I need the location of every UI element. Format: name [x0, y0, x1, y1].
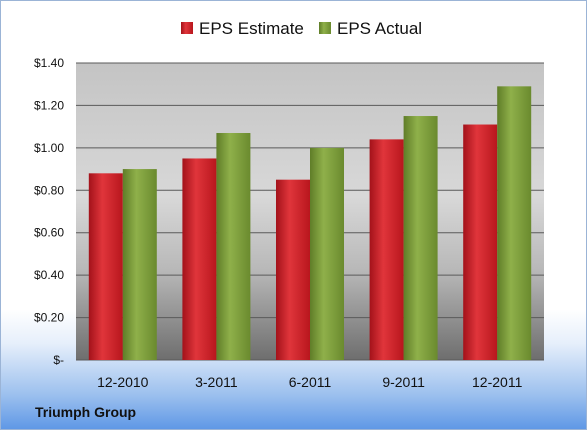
- bar-eps-actual: [122, 169, 157, 360]
- bar-eps-estimate: [369, 139, 404, 360]
- y-axis-ticks: $- $0.20 $0.40 $0.60 $0.80 $1.00 $1.20 $1.40: [34, 56, 64, 367]
- bar-eps-estimate: [463, 124, 498, 361]
- y-tick-label: $0.80: [34, 183, 64, 197]
- x-category-label: 12-2011: [472, 374, 523, 390]
- legend-swatch-actual: [319, 22, 331, 34]
- y-tick-label: $-: [53, 353, 64, 367]
- bar-eps-estimate: [182, 158, 217, 360]
- bar-eps-actual: [497, 86, 532, 360]
- legend-swatch-estimate: [181, 22, 193, 34]
- bar-eps-actual: [310, 147, 344, 360]
- bars: [88, 86, 532, 361]
- y-tick-label: $0.60: [34, 226, 64, 240]
- bar-eps-estimate: [88, 173, 123, 360]
- x-category-label: 3-2011: [195, 374, 238, 390]
- bar-eps-estimate: [276, 179, 310, 360]
- y-tick-label: $1.20: [34, 98, 64, 112]
- x-axis-categories: 12-2010 3-2011 6-2011 9-2011 12-2011: [97, 374, 522, 390]
- y-tick-label: $1.00: [34, 141, 64, 155]
- bar-eps-actual: [216, 133, 251, 360]
- x-category-label: 6-2011: [289, 374, 332, 390]
- x-category-label: 12-2010: [97, 374, 149, 390]
- legend-label-estimate: EPS Estimate: [199, 19, 304, 38]
- y-tick-label: $0.40: [34, 268, 64, 282]
- x-category-label: 9-2011: [382, 374, 425, 390]
- legend-label-actual: EPS Actual: [337, 19, 422, 38]
- y-tick-label: $0.20: [34, 311, 64, 325]
- y-tick-label: $1.40: [34, 56, 64, 70]
- company-name: Triumph Group: [35, 404, 137, 420]
- bar-eps-actual: [403, 116, 438, 361]
